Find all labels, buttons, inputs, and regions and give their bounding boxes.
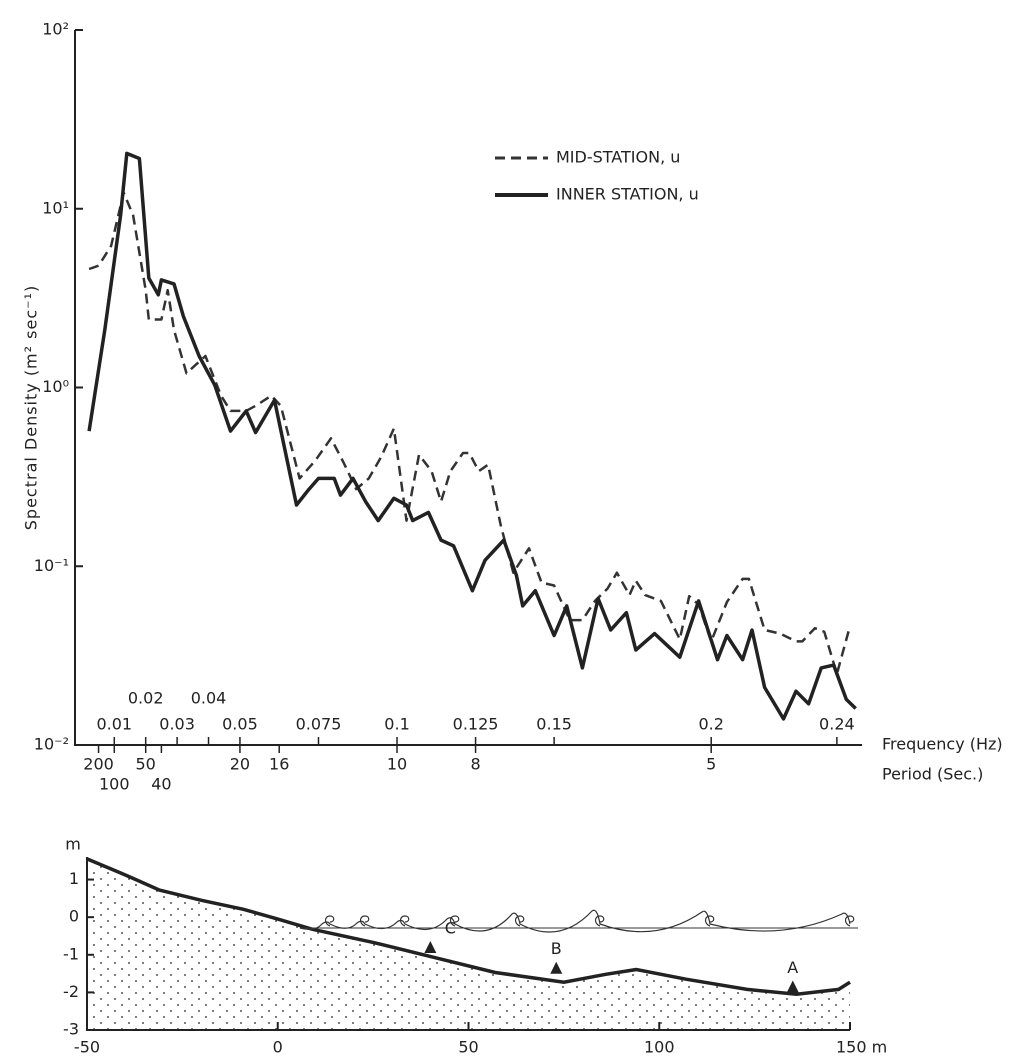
x2-tick-label: 5 [706, 755, 716, 774]
x-tick-label: 0.2 [698, 715, 723, 734]
station-marker [424, 941, 437, 954]
y-tick-label: -1 [63, 944, 79, 963]
y-tick-label: 10⁻¹ [34, 556, 69, 575]
x-tick-label: 0.05 [222, 715, 258, 734]
x-tick-label: 0.15 [536, 715, 572, 734]
y-tick-label: 1 [69, 869, 79, 888]
x-tick-label: 0.125 [453, 715, 499, 734]
x-tick-label: -50 [74, 1038, 100, 1057]
x-tick-label: 0.075 [296, 715, 342, 734]
x-tick-label: 0.01 [96, 715, 132, 734]
y-tick-label: 10¹ [42, 198, 69, 217]
y-tick-label: -2 [63, 982, 79, 1001]
y-axis-label: m [65, 835, 81, 854]
y-axis-label: Spectral Density (m² sec⁻¹) [22, 285, 41, 530]
x2-tick-label: 200 [83, 755, 114, 774]
breaker-curl [514, 915, 525, 927]
y-tick-label: 10⁻² [34, 735, 69, 754]
breaker-curl [704, 915, 715, 927]
x-tick-label: 150 m [836, 1038, 887, 1057]
x-tick-label: 0 [273, 1038, 283, 1057]
station-marker [550, 961, 563, 974]
x2-tick-label: 8 [470, 755, 480, 774]
x2-tick-label: 100 [99, 775, 130, 794]
breaker-curl [399, 915, 410, 927]
station-label: C [445, 919, 456, 938]
breaker-curl [844, 915, 855, 927]
x-tick-label: 0.24 [819, 715, 855, 734]
x-tick-label: 0.1 [384, 715, 409, 734]
x2-tick-label: 20 [230, 755, 250, 774]
breaker-curl [359, 915, 370, 927]
y-tick-label: -3 [63, 1020, 79, 1039]
x2-axis-label: Period (Sec.) [882, 765, 983, 784]
wave [299, 909, 851, 933]
y-tick-label: 10² [42, 20, 69, 39]
x-tick-label: 100 [644, 1038, 675, 1057]
station-marker [786, 980, 799, 993]
axes [74, 30, 862, 746]
x2-tick-label: 40 [151, 775, 171, 794]
y-tick-label: 10⁰ [42, 377, 69, 396]
y-tick-label: 0 [69, 907, 79, 926]
breaker-curl [594, 915, 605, 927]
sand-fill [87, 858, 850, 1030]
x2-tick-label: 16 [269, 755, 289, 774]
x-tick-label: 0.04 [191, 689, 227, 708]
series-line [88, 191, 851, 676]
x-tick-label: 0.02 [128, 689, 164, 708]
station-label: B [551, 939, 562, 958]
series-line [87, 151, 857, 721]
legend-label: MID-STATION, u [556, 148, 680, 167]
x-tick-label: 50 [458, 1038, 478, 1057]
legend-label: INNER STATION, u [556, 185, 699, 204]
x2-tick-label: 10 [387, 755, 407, 774]
x-tick-label: 0.03 [159, 715, 195, 734]
station-label: A [787, 958, 798, 977]
breaker-curl [324, 915, 335, 927]
x-axis-label: Frequency (Hz) [882, 735, 1003, 754]
x2-tick-label: 50 [136, 755, 156, 774]
profile-line [86, 857, 851, 997]
breaker-curl [449, 915, 460, 927]
